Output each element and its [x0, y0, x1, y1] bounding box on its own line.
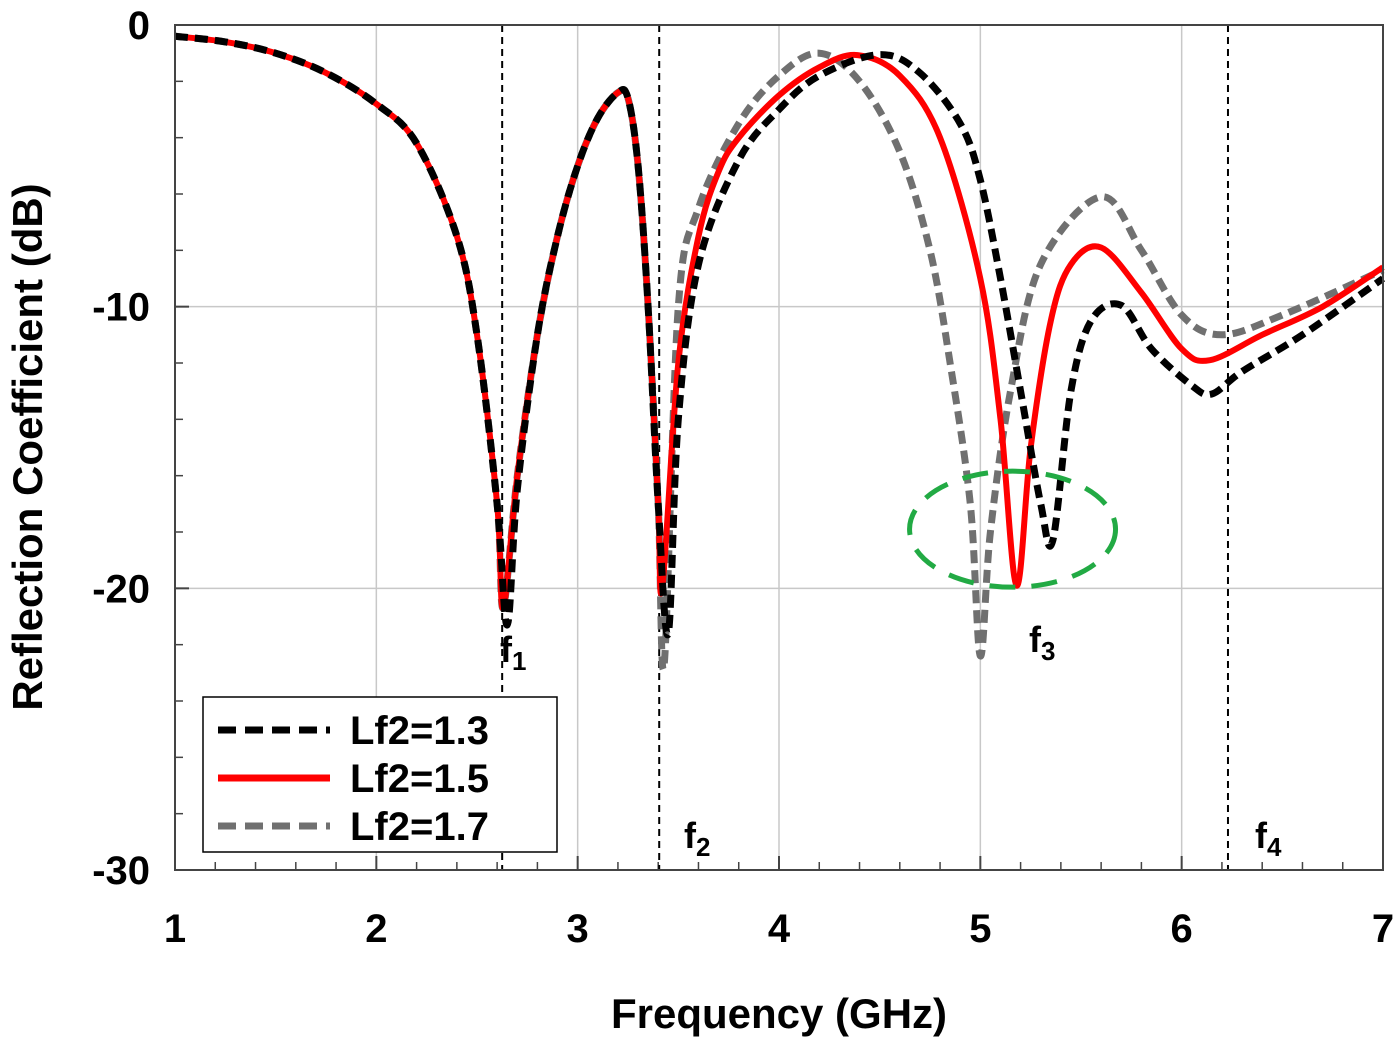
marker-label-f1: f1	[500, 629, 526, 676]
legend-label: Lf2=1.7	[350, 805, 489, 849]
x-axis-title: Frequency (GHz)	[611, 990, 947, 1037]
frequency-markers: f1 f2 f3 f4	[500, 25, 1282, 870]
series-line-lf2-1-5	[174, 33, 1385, 612]
tick-labels: 1 2 3 4 5 6 7 0 -10 -20 -30	[92, 4, 1394, 951]
highlight-ellipse	[907, 468, 1119, 590]
x-tick-label: 4	[768, 907, 791, 951]
legend-label: Lf2=1.5	[350, 757, 489, 801]
plot-frame	[174, 24, 1384, 871]
series-lines	[174, 32, 1386, 673]
y-axis-title: Reflection Coefficient (dB)	[4, 183, 51, 710]
x-tick-label: 5	[969, 907, 991, 951]
y-tick-label: -30	[92, 849, 150, 893]
x-tick-label: 7	[1372, 907, 1394, 951]
marker-label-f3: f3	[1029, 619, 1055, 666]
legend-label: Lf2=1.3	[350, 709, 489, 753]
y-tick-label: -20	[92, 567, 150, 611]
y-tick-label: 0	[128, 4, 150, 48]
y-tick-label: -10	[92, 286, 150, 330]
marker-label-f4: f4	[1255, 815, 1282, 862]
x-tick-label: 3	[567, 907, 589, 951]
x-tick-label: 1	[164, 907, 186, 951]
x-tick-label: 2	[365, 907, 387, 951]
x-tick-label: 6	[1171, 907, 1193, 951]
marker-label-f2: f2	[684, 815, 710, 862]
highlight-ellipse-shape	[907, 468, 1119, 590]
